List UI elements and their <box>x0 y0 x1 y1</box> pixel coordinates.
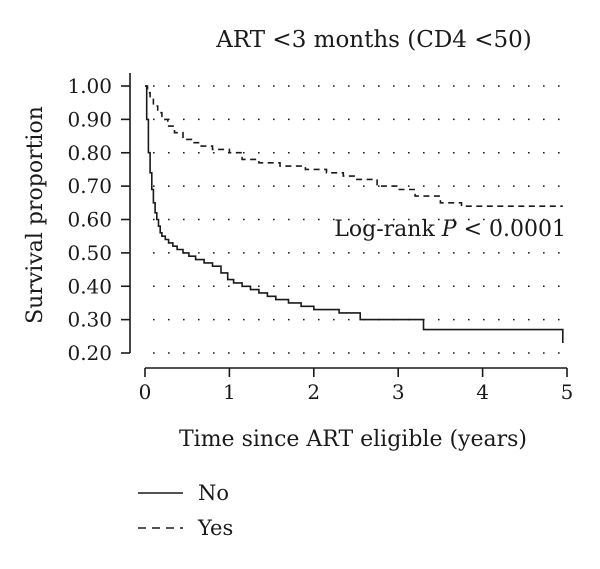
y-axis-label: Survival proportion <box>23 106 48 324</box>
x-tick-label: 1 <box>223 380 236 404</box>
y-tick-label: 0.50 <box>67 241 112 265</box>
series-yes-line <box>145 85 563 207</box>
y-tick-label: 0.30 <box>67 308 112 332</box>
log-rank-p: P <box>441 217 458 242</box>
legend-label-yes: Yes <box>197 516 233 540</box>
y-tick-label: 1.00 <box>67 74 112 98</box>
y-tick-label: 0.80 <box>67 141 112 165</box>
x-ticks: 0 1 2 3 4 5 <box>139 368 574 404</box>
y-tick-label: 0.20 <box>67 341 112 365</box>
x-tick-label: 4 <box>476 380 489 404</box>
legend: No Yes <box>138 481 233 540</box>
y-tick-label: 0.60 <box>67 208 112 232</box>
log-rank-annotation: Log-rank P < 0.0001 <box>334 217 566 242</box>
x-tick-label: 3 <box>392 380 405 404</box>
y-tick-label: 0.70 <box>67 174 112 198</box>
series-no-line <box>145 85 564 343</box>
legend-label-no: No <box>198 481 229 505</box>
x-axis-label: Time since ART eligible (years) <box>179 427 527 452</box>
log-rank-value: < 0.0001 <box>457 217 566 242</box>
x-tick-label: 0 <box>139 380 152 404</box>
y-tick-label: 0.40 <box>67 274 112 298</box>
survival-curves <box>145 85 564 343</box>
grid-lines <box>153 85 567 354</box>
y-tick-label: 0.90 <box>67 107 112 131</box>
x-tick-label: 2 <box>307 380 320 404</box>
chart-title: ART <3 months (CD4 <50) <box>215 27 532 53</box>
log-rank-prefix: Log-rank <box>334 217 442 242</box>
y-ticks: 1.00 0.90 0.80 0.70 0.60 0.50 0.40 0.30 0.20 <box>67 74 130 365</box>
x-tick-label: 5 <box>561 380 574 404</box>
